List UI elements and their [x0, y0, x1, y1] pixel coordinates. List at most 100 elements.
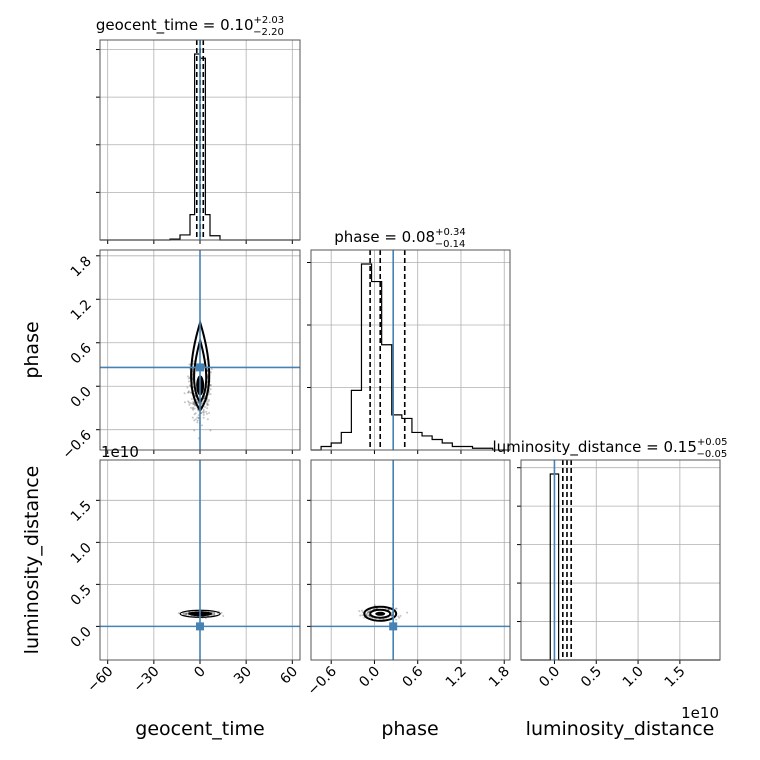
title-phase: phase = 0.08+0.34 −0.14: [334, 227, 465, 250]
sample-point: [187, 400, 190, 403]
sample-point: [188, 401, 191, 404]
sample-point: [190, 398, 193, 401]
sample-point: [182, 612, 185, 615]
sample-point: [192, 408, 195, 411]
sample-point: [191, 407, 194, 410]
sample-point: [366, 611, 369, 614]
x-tick-label-luminosity_distance: 1.5: [662, 664, 689, 691]
sample-point: [208, 412, 211, 415]
sample-point: [209, 429, 212, 432]
y-offset-text: 1e10: [101, 443, 139, 461]
sample-point: [186, 391, 189, 394]
sample-point: [222, 615, 225, 618]
sample-point: [192, 360, 195, 363]
sample-point: [193, 429, 196, 432]
x-axis-label-luminosity_distance: luminosity_distance: [526, 718, 715, 740]
sample-point: [358, 610, 361, 613]
panel-luminosity_distance-vs-phase: [307, 459, 511, 664]
x-tick-label-geocent_time: 0: [191, 664, 209, 682]
sample-point: [213, 613, 216, 616]
sample-point: [192, 401, 195, 404]
contour-outer: [363, 605, 398, 622]
x-tick-label-luminosity_distance: 1.0: [620, 664, 647, 691]
sample-point: [359, 614, 362, 617]
sample-point: [187, 391, 190, 394]
sample-point: [202, 410, 205, 413]
panel-luminosity_distance-vs-geocent_time: [96, 459, 301, 664]
y-axis-label-phase: phase: [21, 321, 43, 378]
sample-point: [213, 611, 216, 614]
sample-point: [193, 413, 196, 416]
sample-point: [201, 411, 204, 414]
sample-point: [183, 401, 186, 404]
x-tick-label-geocent_time: −30: [130, 664, 162, 696]
sample-point: [373, 604, 376, 607]
sample-point: [213, 613, 216, 616]
sample-point: [209, 371, 212, 374]
sample-point: [205, 412, 208, 415]
sample-point: [211, 614, 214, 617]
sample-point: [209, 393, 212, 396]
histogram-phase: [311, 263, 510, 451]
y-tick-label-phase: 1.2: [68, 297, 95, 324]
y-tick-label-phase: 0.6: [68, 340, 95, 367]
truth-marker: [196, 622, 204, 631]
y-tick-label-luminosity_distance: 1.5: [68, 498, 95, 525]
sample-point: [209, 383, 212, 386]
sample-point: [205, 410, 208, 413]
sample-point: [202, 413, 205, 416]
sample-point: [182, 613, 185, 616]
sample-point: [200, 424, 203, 427]
sample-point: [191, 402, 194, 405]
sample-point: [206, 403, 209, 406]
x-tick-label-phase: 1.2: [443, 664, 470, 691]
sample-point: [196, 416, 199, 419]
sample-point: [207, 403, 210, 406]
sample-point: [203, 406, 206, 409]
sample-point: [398, 616, 401, 619]
y-tick-label-phase: −0.6: [59, 427, 94, 462]
y-tick-label-luminosity_distance: 1.0: [68, 540, 95, 567]
sample-point: [366, 613, 369, 616]
sample-point: [394, 607, 397, 610]
histogram-luminosity_distance: [521, 473, 720, 661]
sample-point: [206, 418, 209, 421]
y-tick-label-luminosity_distance: 0.5: [68, 582, 95, 609]
sample-point: [361, 614, 364, 617]
sample-point: [185, 612, 188, 615]
sample-point: [213, 612, 216, 615]
x-axis-label-geocent_time: geocent_time: [135, 718, 264, 740]
sample-point: [186, 375, 189, 378]
sample-point: [183, 392, 186, 395]
panel-frame: [310, 249, 511, 451]
sample-point: [220, 611, 223, 614]
hist-panel-luminosity_distance: [517, 459, 721, 664]
panel-frame: [99, 39, 301, 241]
sample-point: [360, 609, 363, 612]
x-tick-label-phase: 0.6: [399, 663, 426, 690]
sample-point: [192, 406, 195, 409]
y-tick-label-luminosity_distance: 0.0: [68, 624, 95, 651]
sample-point: [206, 402, 209, 405]
sample-point: [399, 614, 402, 617]
title-lower-error: −0.05: [697, 449, 728, 460]
sample-point: [177, 612, 180, 615]
sample-point: [190, 391, 193, 394]
sample-point: [197, 401, 200, 404]
sample-point: [210, 368, 213, 371]
sample-point: [191, 373, 194, 376]
sample-point: [395, 607, 398, 610]
truth-marker: [196, 363, 204, 372]
sample-point: [206, 404, 209, 407]
panel-phase-vs-geocent_time: [96, 249, 301, 454]
sample-point: [196, 419, 199, 422]
sample-point: [192, 402, 195, 405]
sample-point: [397, 615, 400, 618]
sample-point: [189, 406, 192, 409]
sample-point: [196, 421, 199, 424]
panel-frame: [520, 459, 721, 661]
sample-point: [202, 416, 205, 419]
x-tick-label-geocent_time: −60: [84, 664, 116, 696]
sample-point: [189, 402, 192, 405]
sample-point: [193, 404, 196, 407]
